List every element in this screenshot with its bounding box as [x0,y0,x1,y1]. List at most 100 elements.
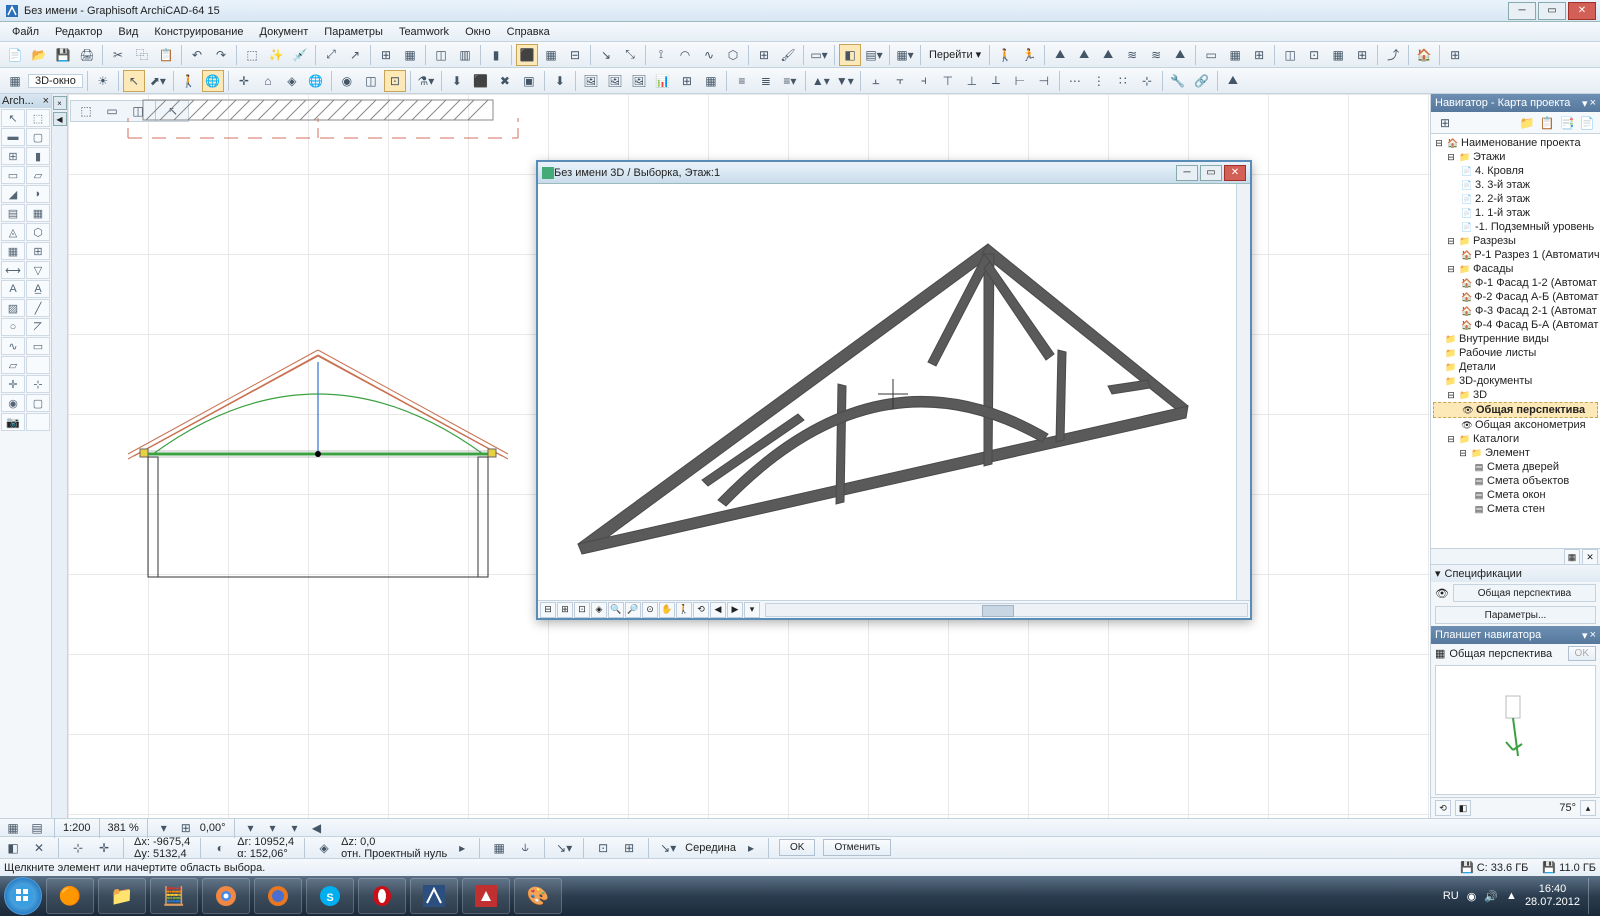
fb-5-icon[interactable]: 🔍 [608,602,624,618]
menu-options[interactable]: Параметры [316,24,391,40]
tool-stair[interactable]: ▤ [1,204,25,222]
tool-f-icon[interactable]: ▥ [454,44,476,66]
chart-icon[interactable]: 📊 [652,70,674,92]
vtab-left-icon[interactable]: ◀ [53,112,67,126]
win3d-icon[interactable]: ▦ [4,70,26,92]
nav-tab5-icon[interactable]: 📄 [1578,114,1596,132]
tray-time[interactable]: 16:40 [1525,883,1580,896]
img1-icon[interactable]: 🖼 [580,70,602,92]
grid1-icon[interactable]: ⊞ [676,70,698,92]
fb-7-icon[interactable]: ⊙ [642,602,658,618]
tool-t-icon[interactable]: ◫ [1279,44,1301,66]
task-opera-icon[interactable] [358,878,406,914]
cube-icon[interactable]: ⬛ [470,70,492,92]
tool-object[interactable]: ⬡ [26,223,50,241]
fb-10-icon[interactable]: ⟲ [693,602,709,618]
tool-v-icon[interactable]: ▦ [1327,44,1349,66]
tool2m-icon[interactable]: 🔗 [1191,70,1213,92]
tool-k-icon[interactable]: ↘ [595,44,617,66]
menu-document[interactable]: Документ [252,24,317,40]
person-icon[interactable]: 🚶 [178,70,200,92]
save-icon[interactable]: 💾 [52,44,74,66]
menu-view[interactable]: Вид [110,24,146,40]
tool-text[interactable]: A [1,280,25,298]
bb-8-icon[interactable]: ◀ [309,821,325,835]
align1-icon[interactable]: ⫠ [865,70,887,92]
tool2h-icon[interactable]: ⬇ [446,70,468,92]
fb-6-icon[interactable]: 🔎 [625,602,641,618]
tool-e-icon[interactable]: ◫ [430,44,452,66]
win3-icon[interactable]: ⊞ [1248,44,1270,66]
roof4-icon[interactable]: ≋ [1121,44,1143,66]
nav-tab2-icon[interactable]: 📁 [1518,114,1536,132]
tool2l-icon[interactable]: 🔧 [1167,70,1189,92]
tool-shell[interactable]: ◗ [26,185,50,203]
window-3d-close-button[interactable]: ✕ [1224,165,1246,181]
planset-pin-icon[interactable]: ▾ [1582,629,1588,642]
down-icon[interactable]: ▼▾ [834,70,856,92]
tool-p-icon[interactable]: ▭▾ [808,44,830,66]
tool-j-icon[interactable]: ⊟ [564,44,586,66]
show-desktop-button[interactable] [1588,878,1596,914]
tool2i-icon[interactable]: ✖ [494,70,516,92]
align2-icon[interactable]: ⫟ [889,70,911,92]
angle-b2-icon[interactable]: ◧ [1455,800,1471,816]
win2-icon[interactable]: ▦ [1224,44,1246,66]
walk-icon[interactable]: 🚶 [994,44,1016,66]
roof3-icon[interactable]: ⛰ [1097,44,1119,66]
fb-3-icon[interactable]: ⊡ [574,602,590,618]
tool-w-icon[interactable]: ⊞ [1351,44,1373,66]
arrow-icon[interactable]: ↖ [123,70,145,92]
tool-grid[interactable] [26,413,50,431]
menu-design[interactable]: Конструирование [146,24,251,40]
roof1-icon[interactable]: ⛰ [1049,44,1071,66]
tool2c-icon[interactable]: ◈ [281,70,303,92]
dist3-icon[interactable]: ∷ [1112,70,1134,92]
bb-4-icon[interactable]: ⊞ [178,821,194,835]
orbit-icon[interactable]: 🌐 [202,70,224,92]
win1-icon[interactable]: ▭ [1200,44,1222,66]
roof5-icon[interactable]: ≋ [1145,44,1167,66]
window-3d-min-button[interactable]: ─ [1176,165,1198,181]
bb-1-icon[interactable]: ▦ [4,820,22,836]
tool-u-icon[interactable]: ⊡ [1303,44,1325,66]
align6-icon[interactable]: ⟂ [985,70,1007,92]
task-calc-icon[interactable]: 🧮 [150,878,198,914]
img2-icon[interactable]: 🖼 [604,70,626,92]
canvas-2d[interactable]: ⬚ ▭ ◫ ↖ [68,94,1430,818]
undo-icon[interactable]: ↶ [186,44,208,66]
tool-wall[interactable]: ▬ [1,128,25,146]
cb-8-icon[interactable]: ▦ [490,839,508,857]
cb-12-icon[interactable]: ⊞ [620,839,638,857]
tool2e-icon[interactable]: ◫ [360,70,382,92]
marquee-icon[interactable]: ⬚ [241,44,263,66]
tool-section[interactable]: ✛ [1,375,25,393]
img3-icon[interactable]: 🖼 [628,70,650,92]
scrollbar-3d-v[interactable] [1236,184,1250,600]
start-button[interactable] [4,877,42,915]
align3-icon[interactable]: ⫞ [913,70,935,92]
current-view-button[interactable]: Общая перспектива [1453,584,1596,602]
nav-pin-icon[interactable]: ▾ [1582,97,1588,110]
scale-value[interactable]: 1:200 [63,822,91,834]
cb-5-icon[interactable]: ◐ [211,839,229,857]
tool-q-icon[interactable]: ◧ [839,44,861,66]
tool2j-icon[interactable]: ▣ [518,70,540,92]
tool-detail[interactable]: ◉ [1,394,25,412]
cb-7-icon[interactable]: ▸ [455,839,469,857]
tool-l-icon[interactable]: ⤡ [619,44,641,66]
bb-6-icon[interactable]: ▾ [265,821,281,835]
tool2b-icon[interactable]: ✛ [233,70,255,92]
dist4-icon[interactable]: ⊹ [1136,70,1158,92]
tool-i-icon[interactable]: ▦ [540,44,562,66]
zoom-value[interactable]: 381 % [108,822,139,834]
tool-marquee[interactable]: ⬚ [26,109,50,127]
tool-n-icon[interactable]: ⬡ [722,44,744,66]
navigator-tree[interactable]: ⊟🏠Наименование проекта ⊟📁Этажи 📄4. Кровл… [1431,134,1600,548]
align4-icon[interactable]: ⊤ [937,70,959,92]
tool-m-icon[interactable]: ⟟ [650,44,672,66]
cb-10-icon[interactable]: ↘▾ [555,839,573,857]
nav-tab1-icon[interactable]: ⊞ [1435,114,1455,132]
planset-close-icon[interactable]: × [1590,629,1596,642]
tool-b-icon[interactable]: ↗ [344,44,366,66]
